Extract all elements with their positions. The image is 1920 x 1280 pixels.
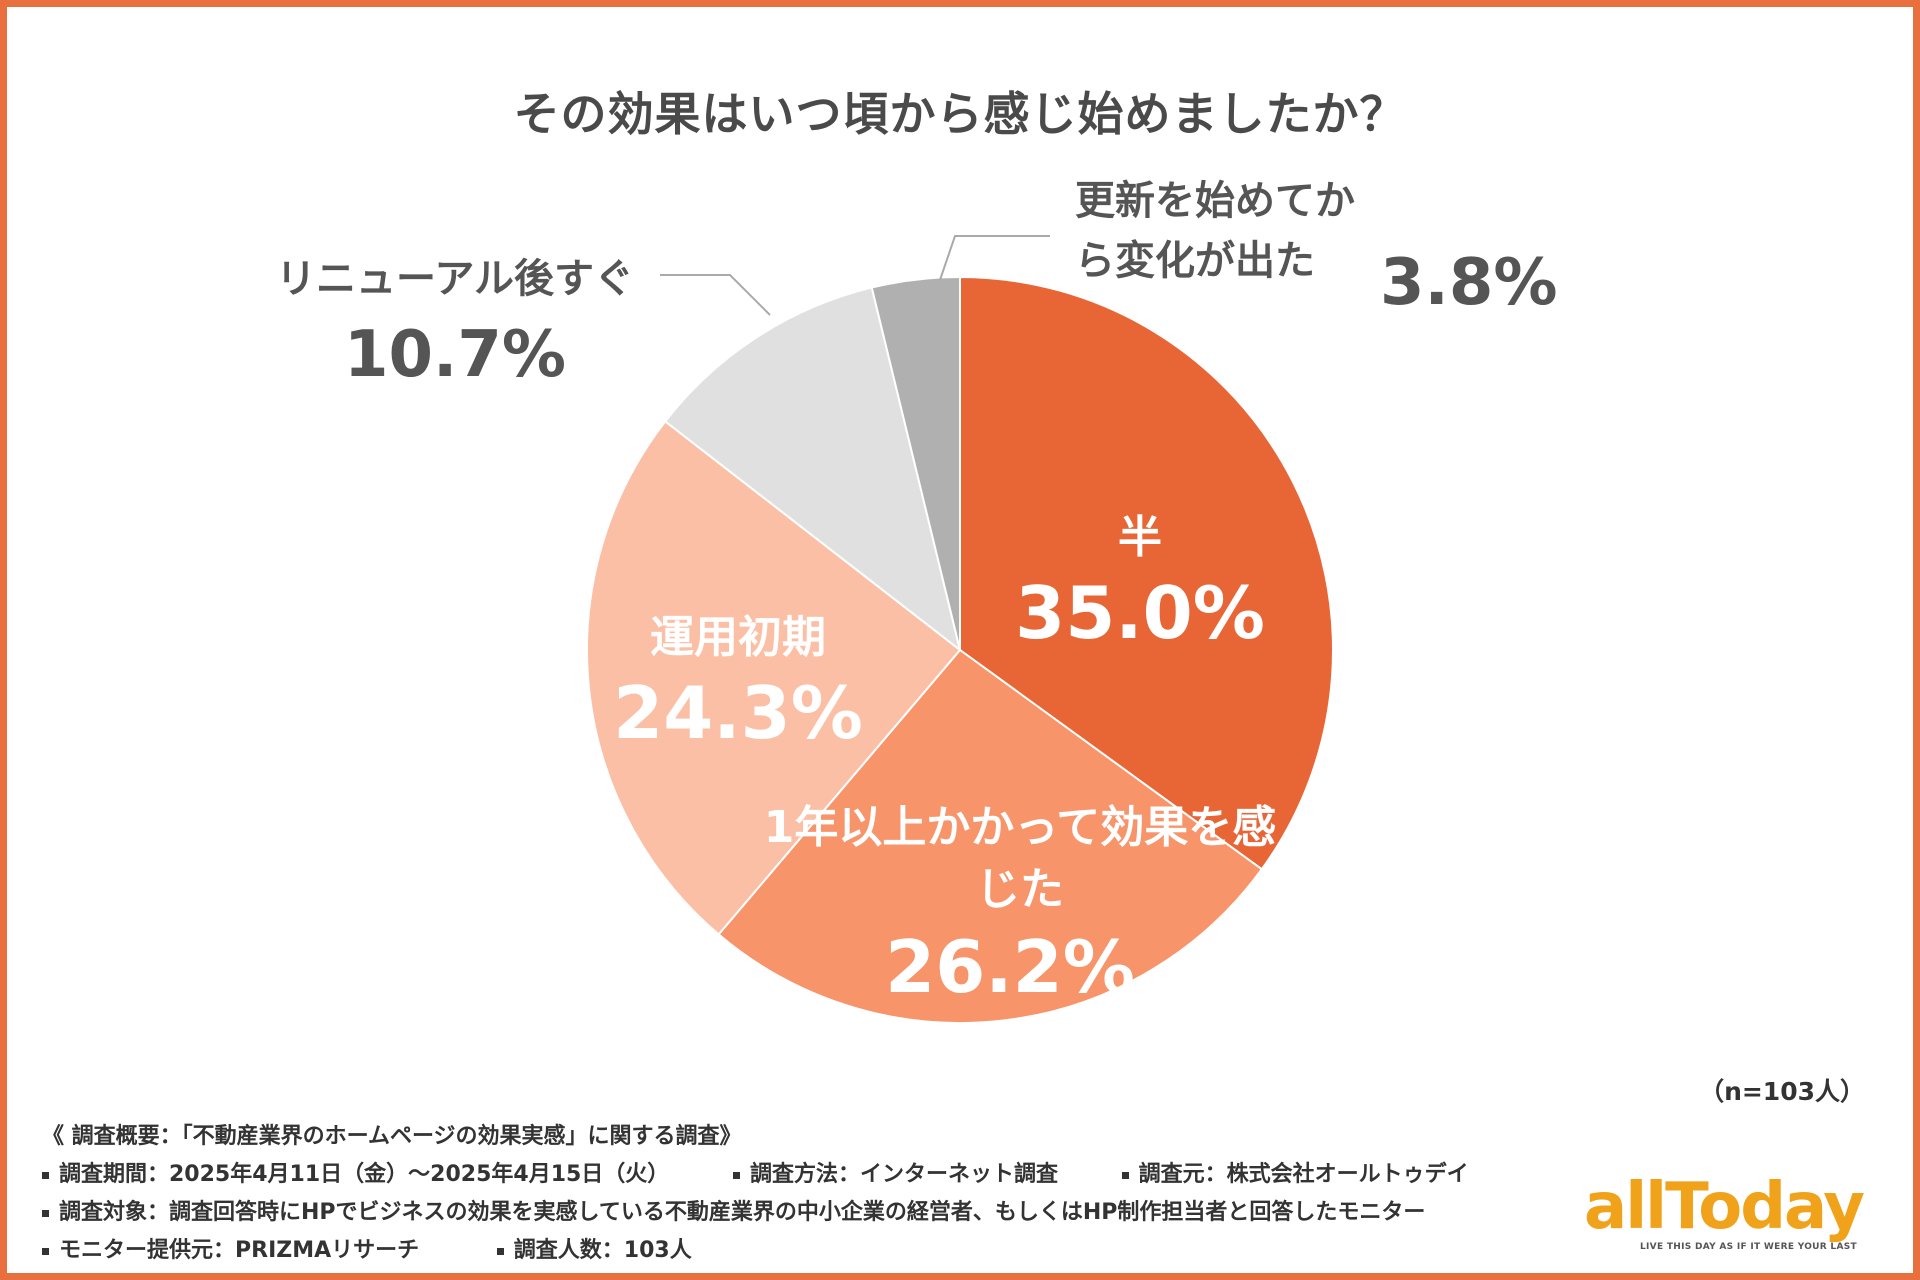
survey-method: 調査方法：インターネット調査 xyxy=(732,1156,1058,1194)
leader-line xyxy=(660,274,771,316)
survey-organizer: 調査元：株式会社オールトゥデイ xyxy=(1121,1156,1469,1194)
slice-value-label: 3.8% xyxy=(1380,246,1558,320)
survey-overview: 《 調査概要：「不動産業界のホームページの効果実感」に関する調査》 調査期間：2… xyxy=(42,1118,1525,1270)
sample-size: （n=103人） xyxy=(1699,1077,1865,1106)
logo-tagline: LIVE THIS DAY AS IF IT WERE YOUR LAST xyxy=(1640,1242,1857,1252)
chart-title: その効果はいつ頃から感じ始めましたか？ xyxy=(513,87,1407,141)
slice-value-label: 24.3% xyxy=(613,671,863,755)
pie-slice xyxy=(663,286,962,653)
slice-label: 半 xyxy=(1118,512,1162,563)
alltoday-logo: allToday LIVE THIS DAY AS IF IT WERE YOU… xyxy=(1584,1170,1884,1260)
pie-slices xyxy=(586,275,1334,1024)
survey-provider: モニター提供元：PRIZMAリサーチ xyxy=(42,1232,419,1270)
pie-slice xyxy=(717,648,1264,1024)
slice-label: ら変化が出た xyxy=(1075,238,1315,284)
logo-wordmark: allToday xyxy=(1584,1170,1865,1244)
slice-label: 運用初期 xyxy=(650,612,826,663)
pie-slice xyxy=(870,275,961,651)
slice-value-label: 26.2% xyxy=(885,925,1135,1009)
pie-slice xyxy=(586,419,962,936)
pie-slice xyxy=(959,275,1334,871)
slice-value-label: 35.0% xyxy=(1015,571,1265,655)
survey-target: 調査対象：調査回答時にHPでビジネスの効果を実感している不動産業界の中小企業の経… xyxy=(42,1194,1425,1232)
survey-period: 調査期間：2025年4月11日（金）〜2025年4月15日（火） xyxy=(42,1156,669,1194)
leader-lines xyxy=(660,235,1050,316)
slice-label: 1年以上かかって効果を感 xyxy=(764,802,1276,853)
slice-label: じた xyxy=(976,864,1064,915)
survey-count: 調査人数：103人 xyxy=(496,1232,692,1270)
slice-label: リニューアル後すぐ xyxy=(276,256,634,302)
survey-heading: 《 調査概要：「不動産業界のホームページの効果実感」に関する調査》 xyxy=(42,1124,742,1149)
leader-line xyxy=(939,235,1050,281)
slice-value-label: 10.7% xyxy=(344,318,566,392)
slice-label: 更新を始めてか xyxy=(1075,178,1355,224)
